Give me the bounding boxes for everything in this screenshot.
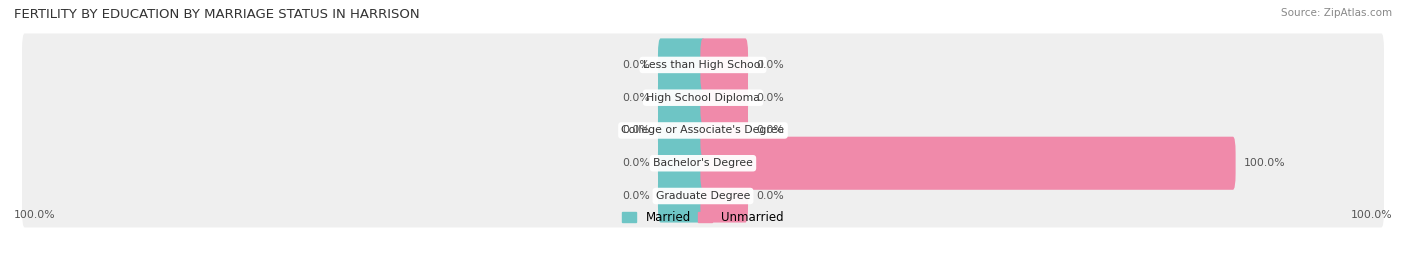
Text: Graduate Degree: Graduate Degree: [655, 191, 751, 201]
Text: Bachelor's Degree: Bachelor's Degree: [652, 158, 754, 168]
Text: 0.0%: 0.0%: [623, 93, 650, 103]
Text: FERTILITY BY EDUCATION BY MARRIAGE STATUS IN HARRISON: FERTILITY BY EDUCATION BY MARRIAGE STATU…: [14, 8, 419, 21]
FancyBboxPatch shape: [700, 169, 748, 222]
FancyBboxPatch shape: [658, 71, 706, 124]
Text: High School Diploma: High School Diploma: [647, 93, 759, 103]
Text: 0.0%: 0.0%: [756, 191, 783, 201]
Text: College or Associate's Degree: College or Associate's Degree: [621, 125, 785, 136]
FancyBboxPatch shape: [658, 137, 706, 190]
FancyBboxPatch shape: [700, 38, 748, 91]
Text: 0.0%: 0.0%: [623, 125, 650, 136]
Text: 0.0%: 0.0%: [623, 60, 650, 70]
Legend: Married, Unmarried: Married, Unmarried: [617, 207, 789, 229]
FancyBboxPatch shape: [658, 104, 706, 157]
Text: 0.0%: 0.0%: [623, 158, 650, 168]
FancyBboxPatch shape: [22, 132, 1384, 195]
FancyBboxPatch shape: [22, 99, 1384, 162]
Text: 0.0%: 0.0%: [623, 191, 650, 201]
FancyBboxPatch shape: [700, 71, 748, 124]
FancyBboxPatch shape: [658, 38, 706, 91]
FancyBboxPatch shape: [22, 33, 1384, 96]
Text: 100.0%: 100.0%: [1243, 158, 1285, 168]
FancyBboxPatch shape: [700, 104, 748, 157]
FancyBboxPatch shape: [658, 169, 706, 222]
FancyBboxPatch shape: [22, 165, 1384, 228]
Text: 100.0%: 100.0%: [14, 210, 56, 220]
FancyBboxPatch shape: [700, 137, 1236, 190]
Text: Less than High School: Less than High School: [643, 60, 763, 70]
Text: Source: ZipAtlas.com: Source: ZipAtlas.com: [1281, 8, 1392, 18]
FancyBboxPatch shape: [22, 66, 1384, 129]
Text: 100.0%: 100.0%: [1350, 210, 1392, 220]
Text: 0.0%: 0.0%: [756, 125, 783, 136]
Text: 0.0%: 0.0%: [756, 60, 783, 70]
Text: 0.0%: 0.0%: [756, 93, 783, 103]
